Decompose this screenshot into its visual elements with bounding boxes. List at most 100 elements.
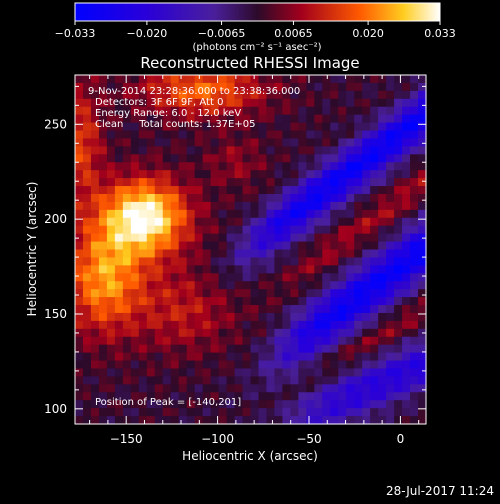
- heatmap-cell: [146, 106, 156, 116]
- heatmap-cell: [218, 75, 228, 84]
- heatmap-cell: [394, 305, 403, 314]
- heatmap-cell: [370, 241, 379, 251]
- heatmap-cell: [338, 186, 347, 195]
- heatmap-cell: [330, 98, 339, 108]
- heatmap-cell: [226, 209, 236, 219]
- heatmap-cell: [354, 352, 363, 362]
- heatmap-cell: [146, 384, 156, 393]
- heatmap-cell: [330, 122, 339, 132]
- heatmap-cell: [242, 122, 252, 132]
- heatmap-cell: [170, 281, 180, 290]
- heatmap-cell: [250, 289, 260, 298]
- heatmap-cell: [226, 320, 236, 330]
- heatmap-cell: [114, 178, 124, 187]
- heatmap-cell: [410, 122, 419, 132]
- heatmap-cell: [106, 416, 116, 425]
- heatmap-cell: [178, 114, 188, 124]
- heatmap-cell: [298, 106, 307, 116]
- heatmap-cell: [154, 186, 164, 195]
- heatmap-cell: [290, 98, 299, 108]
- heatmap-cell: [194, 400, 204, 409]
- heatmap-cell: [202, 336, 212, 346]
- heatmap-cell: [106, 400, 116, 409]
- heatmap-cell: [210, 384, 220, 393]
- heatmap-cell: [226, 257, 236, 266]
- heatmap-cell: [242, 201, 252, 211]
- heatmap-cell: [218, 384, 228, 393]
- heatmap-cell: [346, 154, 355, 163]
- heatmap-cell: [146, 344, 156, 354]
- heatmap-cell: [394, 320, 403, 330]
- heatmap-cell: [202, 400, 212, 409]
- heatmap-cell: [138, 225, 148, 235]
- heatmap-cell: [346, 106, 355, 116]
- heatmap-cell: [162, 400, 172, 409]
- heatmap-cell: [338, 249, 347, 259]
- heatmap-cell: [346, 241, 355, 251]
- heatmap-cell: [274, 297, 284, 306]
- heatmap-cell: [330, 312, 339, 322]
- heatmap-cell: [218, 193, 228, 203]
- heatmap-cell: [394, 154, 403, 163]
- heatmap-cell: [170, 320, 180, 330]
- heatmap-cell: [418, 178, 427, 187]
- heatmap-cell: [378, 146, 387, 155]
- heatmap-cell: [202, 305, 212, 314]
- heatmap-cell: [298, 90, 307, 100]
- heatmap-cell: [274, 170, 284, 179]
- heatmap-cell: [114, 336, 124, 346]
- heatmap-cell: [146, 82, 156, 92]
- heatmap-cell: [202, 249, 212, 259]
- heatmap-cell: [146, 281, 156, 290]
- heatmap-cell: [178, 138, 188, 147]
- heatmap-cell: [282, 273, 291, 282]
- heatmap-cell: [154, 289, 164, 298]
- heatmap-cell: [354, 305, 363, 314]
- heatmap-cell: [234, 186, 244, 195]
- heatmap-cell: [75, 352, 84, 362]
- heatmap-cell: [298, 281, 307, 290]
- heatmap-cell: [138, 368, 148, 378]
- heatmap-cell: [386, 201, 395, 211]
- heatmap-cell: [154, 178, 164, 187]
- heatmap-cell: [338, 344, 347, 354]
- heatmap-cell: [394, 344, 403, 354]
- x-tick-label: 0: [397, 432, 405, 446]
- heatmap-cell: [330, 265, 339, 274]
- heatmap-cell: [146, 201, 156, 211]
- heatmap-cell: [354, 392, 363, 401]
- heatmap-cell: [314, 257, 323, 266]
- heatmap-cell: [114, 312, 124, 322]
- heatmap-cell: [386, 273, 395, 282]
- heatmap-cell: [330, 320, 339, 330]
- heatmap-cell: [386, 90, 395, 100]
- heatmap-cell: [418, 376, 427, 385]
- heatmap-cell: [314, 384, 323, 393]
- heatmap-cell: [90, 162, 100, 171]
- heatmap-cell: [210, 162, 220, 171]
- heatmap-cell: [106, 186, 116, 195]
- heatmap-cell: [274, 130, 284, 140]
- heatmap-cell: [98, 162, 108, 171]
- heatmap-cell: [330, 297, 339, 306]
- heatmap-cell: [170, 336, 180, 346]
- heatmap-cell: [154, 82, 164, 92]
- heatmap-cell: [114, 289, 124, 298]
- heatmap-cell: [258, 178, 268, 187]
- heatmap-cell: [218, 400, 228, 409]
- heatmap-cell: [170, 265, 180, 274]
- heatmap-cell: [330, 289, 339, 298]
- heatmap-cell: [274, 281, 284, 290]
- heatmap-cell: [306, 328, 315, 338]
- heatmap-cell: [298, 75, 307, 84]
- heatmap-cell: [98, 297, 108, 306]
- heatmap-cell: [410, 217, 419, 227]
- heatmap-cell: [162, 75, 172, 84]
- heatmap-cell: [282, 82, 291, 92]
- heatmap-cell: [370, 257, 379, 266]
- heatmap-cell: [354, 201, 363, 211]
- heatmap-cell: [194, 328, 204, 338]
- plot-frame: [74, 74, 427, 425]
- heatmap-cell: [162, 249, 172, 259]
- heatmap-cell: [250, 360, 260, 370]
